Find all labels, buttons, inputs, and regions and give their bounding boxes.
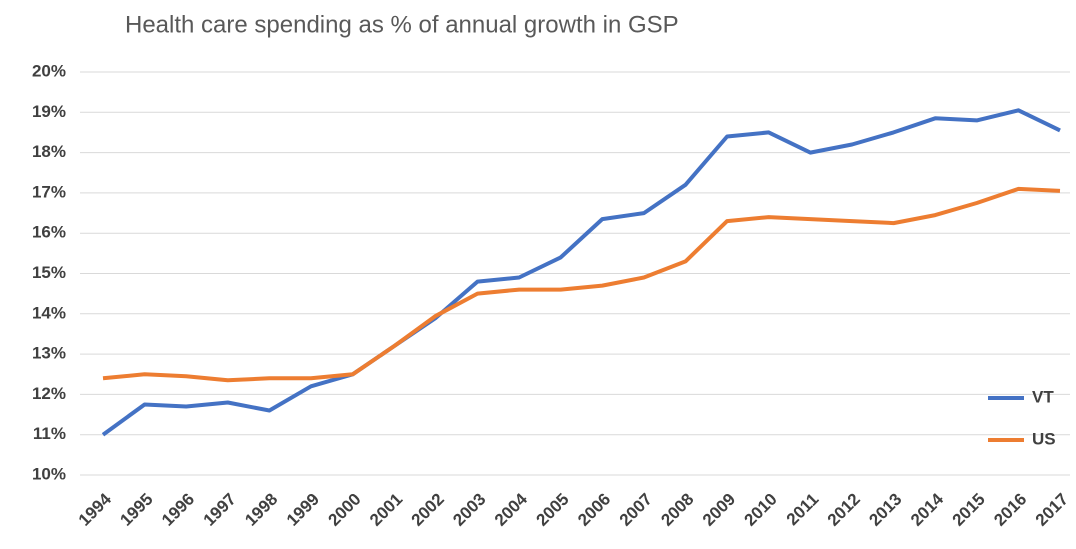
x-tick-label: 2002 [408, 490, 448, 530]
x-tick-label: 2004 [491, 489, 532, 530]
x-tick-label: 2014 [907, 489, 948, 530]
x-tick-label: 2009 [699, 490, 739, 530]
legend-label: US [1032, 429, 1056, 448]
x-tick-label: 1996 [158, 490, 198, 530]
line-series [101, 108, 1061, 437]
y-tick-label: 10% [32, 464, 66, 483]
x-tick-label: 2007 [616, 490, 656, 530]
y-tick-label: 15% [32, 263, 66, 282]
x-tick-label: 2017 [1032, 490, 1072, 530]
y-tick-label: 14% [32, 303, 66, 322]
x-tick-label: 2008 [657, 490, 697, 530]
x-tick-label: 1997 [200, 490, 240, 530]
x-tick-label: 2011 [783, 490, 823, 530]
x-tick-label: 2016 [990, 490, 1030, 530]
y-tick-label: 13% [32, 344, 66, 363]
x-tick-label: 1998 [241, 490, 281, 530]
x-tick-label: 2015 [949, 490, 989, 530]
y-tick-label: 11% [33, 424, 66, 443]
y-tick-label: 16% [32, 223, 66, 242]
line-series [102, 186, 1061, 383]
y-tick-label: 17% [32, 182, 66, 201]
x-tick-label: 1995 [116, 490, 156, 530]
y-tick-label: 19% [32, 102, 66, 121]
x-tick-label: 2013 [865, 490, 905, 530]
x-tick-label: 2000 [324, 490, 364, 530]
x-tick-label: 2012 [824, 490, 864, 530]
y-tick-label: 20% [32, 61, 66, 80]
x-tick-label: 1994 [75, 489, 116, 530]
x-tick-label: 2003 [449, 490, 489, 530]
x-tick-label: 2001 [366, 490, 406, 530]
chart-title: Health care spending as % of annual grow… [125, 11, 679, 38]
legend-label: VT [1032, 387, 1054, 406]
x-tick-label: 2005 [533, 490, 573, 530]
y-tick-label: 12% [32, 384, 66, 403]
x-tick-label: 2006 [574, 490, 614, 530]
x-tick-label: 1999 [283, 490, 323, 530]
y-tick-label: 18% [32, 142, 66, 161]
x-tick-label: 2010 [741, 490, 781, 530]
